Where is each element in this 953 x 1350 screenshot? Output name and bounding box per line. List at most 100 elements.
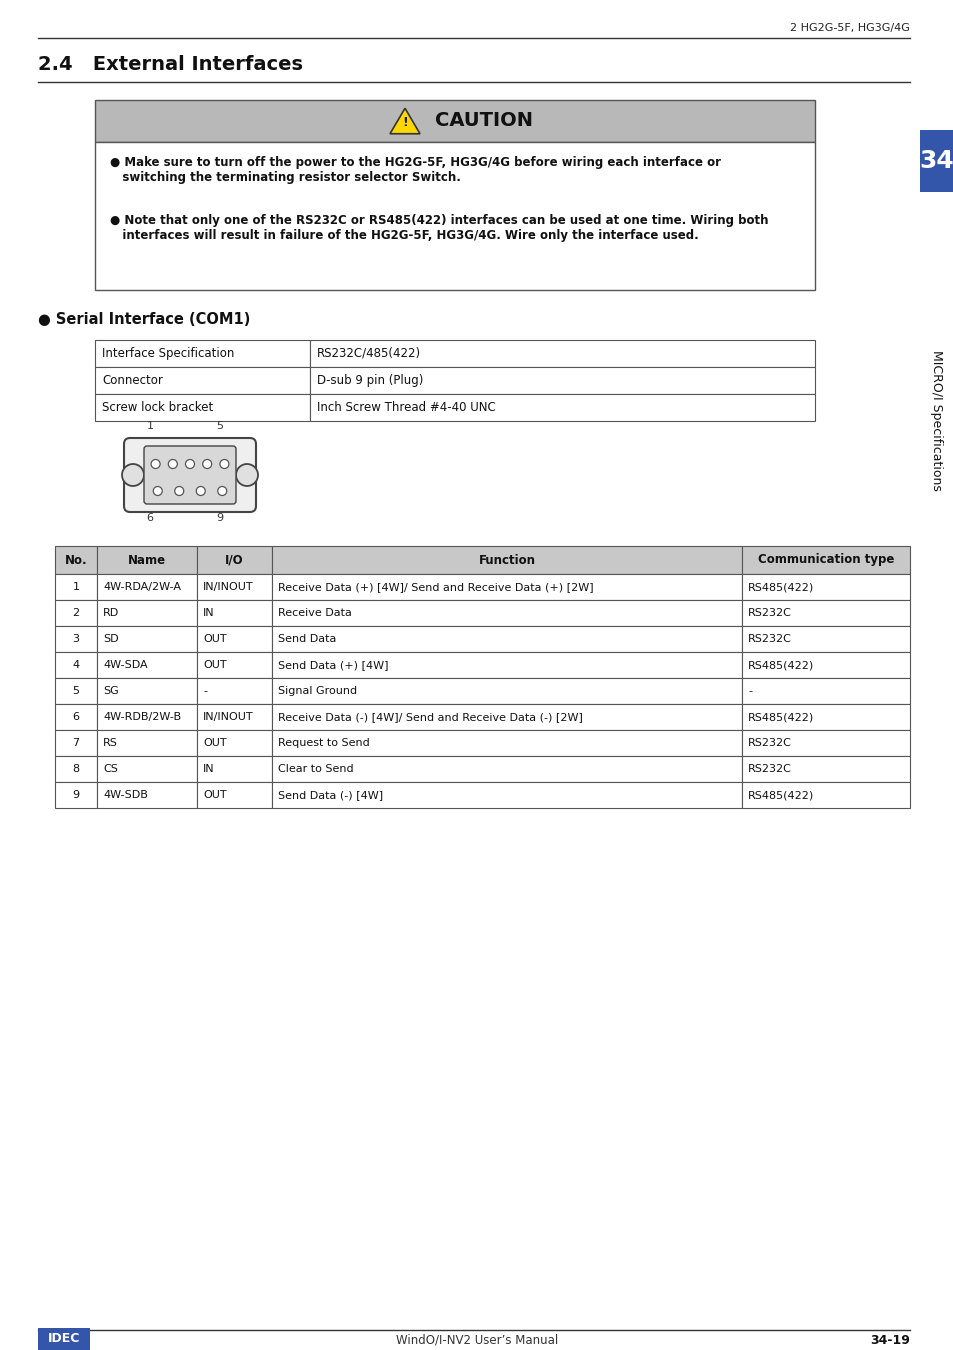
Bar (741, 545, 909, 574)
Bar (55, 703, 97, 730)
Text: IN: IN (203, 764, 214, 774)
Text: Receive Data (+) [4W]/ Send and Receive Data (+) [2W]: Receive Data (+) [4W]/ Send and Receive … (277, 582, 593, 593)
Bar (741, 730, 909, 756)
Bar (919, 130, 953, 192)
Text: 4: 4 (72, 660, 79, 670)
Text: RS232C: RS232C (747, 634, 791, 644)
Bar (55, 626, 97, 652)
Text: 34-19: 34-19 (869, 1334, 909, 1346)
Bar (741, 703, 909, 730)
FancyBboxPatch shape (144, 446, 235, 504)
Text: Send Data (+) [4W]: Send Data (+) [4W] (277, 660, 388, 670)
Bar (55, 652, 97, 678)
Text: No.: No. (65, 554, 88, 567)
Text: Inch Screw Thread #4-40 UNC: Inch Screw Thread #4-40 UNC (316, 401, 496, 414)
Bar (95, 142, 814, 290)
Text: RS: RS (103, 738, 118, 748)
Circle shape (122, 464, 144, 486)
Bar (741, 574, 909, 599)
Text: 1: 1 (147, 421, 153, 431)
Text: 9: 9 (72, 790, 79, 801)
Circle shape (185, 459, 194, 468)
Text: 4W-SDB: 4W-SDB (103, 790, 148, 801)
Bar (310, 394, 814, 421)
Text: Send Data (-) [4W]: Send Data (-) [4W] (277, 790, 383, 801)
Text: Signal Ground: Signal Ground (277, 686, 356, 697)
Text: RD: RD (103, 608, 119, 618)
Text: 6: 6 (147, 513, 153, 522)
Text: ● Serial Interface (COM1): ● Serial Interface (COM1) (38, 312, 250, 327)
Text: IN: IN (203, 608, 214, 618)
Text: Receive Data: Receive Data (277, 608, 352, 618)
Text: Interface Specification: Interface Specification (102, 347, 234, 360)
Text: CS: CS (103, 764, 118, 774)
Text: OUT: OUT (203, 738, 227, 748)
Text: OUT: OUT (203, 790, 227, 801)
Text: -: - (203, 686, 207, 697)
Bar (196, 678, 272, 703)
Text: Name: Name (128, 554, 166, 567)
Text: !: ! (402, 116, 408, 130)
Bar (272, 574, 741, 599)
Text: WindO/I-NV2 User’s Manual: WindO/I-NV2 User’s Manual (395, 1334, 558, 1346)
Bar (741, 599, 909, 626)
Text: Clear to Send: Clear to Send (277, 764, 354, 774)
Bar (196, 782, 272, 809)
Bar (97, 545, 196, 574)
Text: Request to Send: Request to Send (277, 738, 370, 748)
Bar (741, 756, 909, 782)
Text: Send Data: Send Data (277, 634, 336, 644)
Circle shape (153, 486, 162, 495)
Bar (272, 599, 741, 626)
Bar (55, 756, 97, 782)
Text: Connector: Connector (102, 374, 163, 387)
Text: ● Make sure to turn off the power to the HG2G-5F, HG3G/4G before wiring each int: ● Make sure to turn off the power to the… (110, 157, 720, 184)
Circle shape (217, 486, 227, 495)
Bar (196, 545, 272, 574)
Text: 34: 34 (919, 148, 953, 173)
Text: RS232C: RS232C (747, 764, 791, 774)
Text: 4W-RDA/2W-A: 4W-RDA/2W-A (103, 582, 181, 593)
Bar (55, 599, 97, 626)
Text: IDEC: IDEC (48, 1332, 80, 1346)
Bar (97, 652, 196, 678)
Text: 5: 5 (216, 421, 223, 431)
Bar (196, 599, 272, 626)
FancyBboxPatch shape (124, 437, 255, 512)
Text: IN/INOUT: IN/INOUT (203, 582, 253, 593)
Bar (55, 678, 97, 703)
Text: RS232C: RS232C (747, 738, 791, 748)
Bar (95, 100, 814, 142)
Bar (272, 545, 741, 574)
Text: RS232C: RS232C (747, 608, 791, 618)
Bar (196, 652, 272, 678)
Bar (196, 703, 272, 730)
Text: MICRO/I Specifications: MICRO/I Specifications (929, 350, 943, 490)
Text: RS485(422): RS485(422) (747, 711, 814, 722)
Bar (97, 703, 196, 730)
Text: 1: 1 (72, 582, 79, 593)
Text: OUT: OUT (203, 660, 227, 670)
Text: OUT: OUT (203, 634, 227, 644)
Text: 3: 3 (72, 634, 79, 644)
Bar (38, 1328, 90, 1350)
Text: ● Note that only one of the RS232C or RS485(422) interfaces can be used at one t: ● Note that only one of the RS232C or RS… (110, 215, 768, 242)
Text: Function: Function (478, 554, 535, 567)
Bar (95, 340, 310, 367)
Bar (95, 367, 310, 394)
Bar (55, 730, 97, 756)
Circle shape (235, 464, 257, 486)
Text: 2: 2 (72, 608, 79, 618)
Bar (97, 678, 196, 703)
Bar (196, 574, 272, 599)
Bar (741, 782, 909, 809)
Text: 5: 5 (72, 686, 79, 697)
Bar (97, 574, 196, 599)
Text: D-sub 9 pin (Plug): D-sub 9 pin (Plug) (316, 374, 423, 387)
Bar (97, 626, 196, 652)
Bar (272, 678, 741, 703)
Bar (97, 782, 196, 809)
Bar (741, 626, 909, 652)
Bar (272, 652, 741, 678)
Circle shape (202, 459, 212, 468)
